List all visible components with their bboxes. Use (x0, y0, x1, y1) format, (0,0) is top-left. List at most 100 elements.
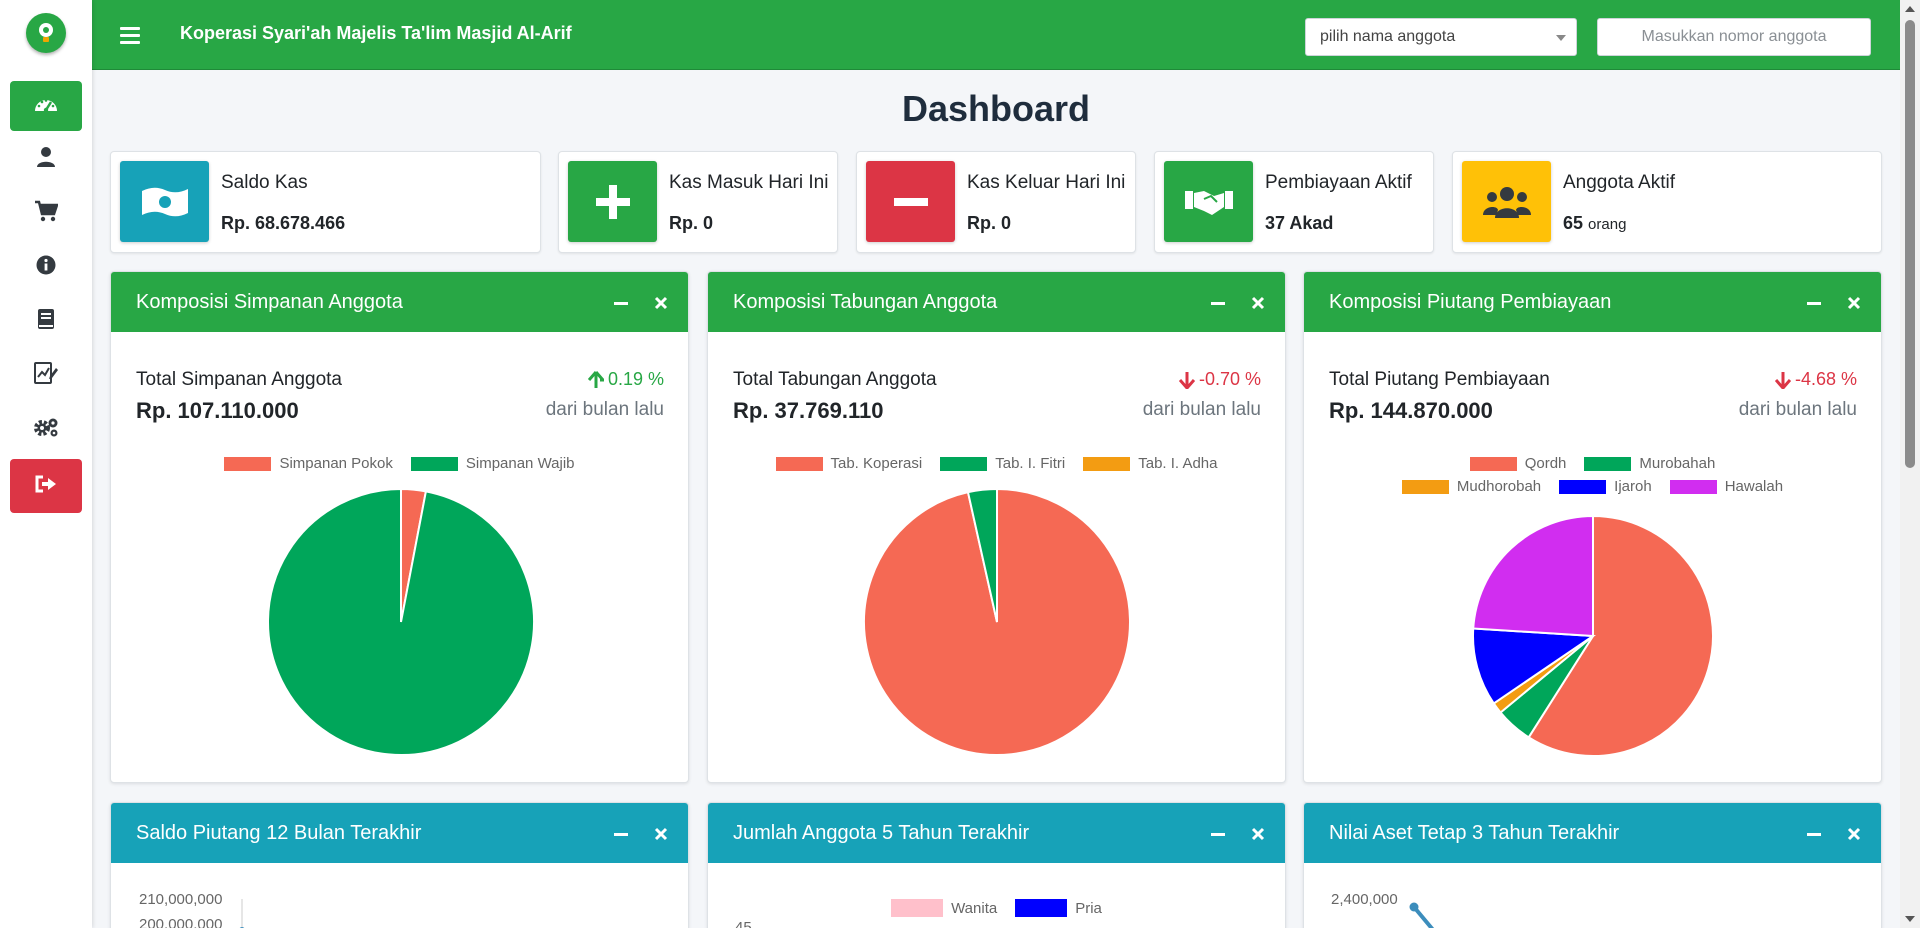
top-navbar: Koperasi Syari'ah Majelis Ta'lim Masjid … (92, 0, 1900, 70)
info-box-value: 65 orang (1563, 213, 1626, 234)
legend-item[interactable]: Mudhorobah (1401, 478, 1542, 495)
close-icon[interactable] (1247, 292, 1269, 314)
legend-swatch (1469, 456, 1517, 471)
info-box-value: Rp. 0 (669, 213, 714, 233)
card-title: Nilai Aset Tetap 3 Tahun Terakhir (1329, 822, 1620, 844)
member-name-select[interactable]: pilih nama anggota (1305, 18, 1577, 56)
legend-item[interactable]: Pria (1015, 899, 1102, 917)
chevron-down-icon (1556, 35, 1566, 41)
legend-swatch (891, 899, 944, 917)
brand-logo-icon[interactable] (26, 13, 66, 53)
pie-slice-hawalah[interactable] (1472, 515, 1594, 638)
collapse-minus-icon[interactable] (610, 292, 632, 314)
stat-label: Total Tabungan Anggota (733, 369, 937, 390)
close-icon[interactable] (1843, 823, 1865, 845)
stat-value: Rp. 144.870.000 (1329, 398, 1493, 423)
legend-item[interactable]: Tab. I. Adha (1083, 455, 1217, 472)
chart-legend: Qordh Murobahah Mudhorobah Ijaroh Hawala… (1304, 455, 1881, 495)
legend-item[interactable]: Ijaroh (1559, 478, 1652, 495)
info-box-kas-keluar: Kas Keluar Hari Ini Rp. 0 (856, 151, 1136, 253)
plus-icon (568, 161, 657, 242)
legend-item[interactable]: Tab. Koperasi (775, 455, 922, 472)
stat-change-value: -4.68 % (1794, 369, 1857, 389)
close-icon[interactable] (650, 823, 672, 845)
legend-swatch (940, 456, 988, 471)
legend-label: Tab. I. Fitri (995, 455, 1066, 472)
card-title: Jumlah Anggota 5 Tahun Terakhir (733, 822, 1030, 844)
pie-slice-tab-i-fitri[interactable] (966, 488, 998, 623)
collapse-minus-icon[interactable] (610, 823, 632, 845)
legend-swatch (1015, 899, 1068, 917)
stat-change-caption: dari bulan lalu (545, 399, 664, 420)
info-box-kas-masuk: Kas Masuk Hari Ini Rp. 0 (558, 151, 838, 253)
stat-change: -4.68 % (1774, 369, 1857, 390)
collapse-minus-icon[interactable] (1207, 292, 1229, 314)
money-bill-icon (120, 161, 209, 242)
stat-label: Total Piutang Pembiayaan (1329, 369, 1550, 390)
info-box-value: Rp. 0 (967, 213, 1012, 233)
pie-slice-simpanan-wajib[interactable] (267, 488, 535, 756)
legend-item[interactable]: Murobahah (1584, 455, 1715, 472)
legend-item[interactable]: Wanita (891, 899, 997, 917)
stat-change: -0.70 % (1178, 369, 1261, 390)
report-chart-icon (34, 361, 58, 389)
legend-item[interactable]: Simpanan Wajib (410, 455, 575, 472)
info-box-anggota-aktif: Anggota Aktif 65 orang (1452, 151, 1882, 253)
sidebar-item-report[interactable] (10, 350, 82, 400)
handshake-icon (1164, 161, 1253, 242)
scroll-up-icon[interactable] (1905, 6, 1915, 12)
sidebar-item-dashboard[interactable] (10, 81, 82, 131)
collapse-minus-icon[interactable] (1803, 292, 1825, 314)
chart-legend: Simpanan Pokok Simpanan Wajib (111, 455, 688, 472)
menu-toggle-icon[interactable] (120, 23, 140, 47)
page-scrollbar[interactable] (1900, 0, 1920, 928)
info-box-unit: orang (1588, 216, 1627, 233)
info-box-label: Kas Masuk Hari Ini (669, 172, 829, 193)
close-icon[interactable] (650, 292, 672, 314)
chart-legend: Wanita Pria (708, 899, 1285, 917)
legend-item[interactable]: Tab. I. Fitri (940, 455, 1065, 472)
legend-item[interactable]: Simpanan Pokok (224, 455, 393, 472)
settings-cogs-icon (32, 416, 60, 443)
info-box-label: Pembiayaan Aktif (1265, 172, 1412, 193)
legend-label: Tab. I. Adha (1138, 455, 1218, 472)
sidebar-item-book[interactable] (10, 296, 82, 346)
info-box-value: 37 Akad (1265, 213, 1334, 233)
book-icon (37, 308, 55, 335)
legend-label: Wanita (951, 899, 998, 917)
close-icon[interactable] (1843, 292, 1865, 314)
pie-slice-qordh[interactable] (1527, 515, 1714, 757)
pie-chart-simpanan (267, 488, 535, 756)
line-chart-aset-tetap (1409, 902, 1435, 928)
legend-label: Simpanan Wajib (465, 455, 575, 472)
scroll-down-icon[interactable] (1905, 916, 1915, 922)
sidebar-item-cart[interactable] (10, 188, 82, 238)
legend-label: Hawalah (1724, 478, 1784, 495)
stat-change-caption: dari bulan lalu (1738, 399, 1857, 420)
info-box-number: 65 (1563, 213, 1584, 233)
info-box-value: Rp. 68.678.466 (221, 213, 346, 233)
member-number-input[interactable] (1597, 18, 1871, 56)
legend-label: Qordh (1524, 455, 1567, 472)
app-title: Koperasi Syari'ah Majelis Ta'lim Masjid … (180, 23, 572, 43)
sidebar-item-logout[interactable] (10, 459, 82, 513)
scroll-thumb[interactable] (1905, 20, 1915, 468)
dashboard-gauge-icon (33, 94, 59, 119)
legend-label: Mudhorobah (1456, 478, 1542, 495)
collapse-minus-icon[interactable] (1207, 823, 1229, 845)
legend-item[interactable]: Qordh (1469, 455, 1567, 472)
legend-label: Simpanan Pokok (279, 455, 393, 472)
info-circle-icon (36, 255, 56, 280)
pie-slice-ijaroh[interactable] (1472, 627, 1596, 705)
sidebar-item-settings[interactable] (10, 404, 82, 454)
sidebar-item-info[interactable] (10, 242, 82, 292)
legend-swatch (775, 456, 823, 471)
card-title: Saldo Piutang 12 Bulan Terakhir (136, 822, 422, 844)
sidebar-item-user[interactable] (10, 134, 82, 184)
legend-swatch (1669, 479, 1717, 494)
close-icon[interactable] (1247, 823, 1269, 845)
legend-item[interactable]: Hawalah (1669, 478, 1784, 495)
y-axis-tick-label: 45 (735, 919, 752, 928)
info-box-pembiayaan-aktif: Pembiayaan Aktif 37 Akad (1154, 151, 1434, 253)
collapse-minus-icon[interactable] (1803, 823, 1825, 845)
